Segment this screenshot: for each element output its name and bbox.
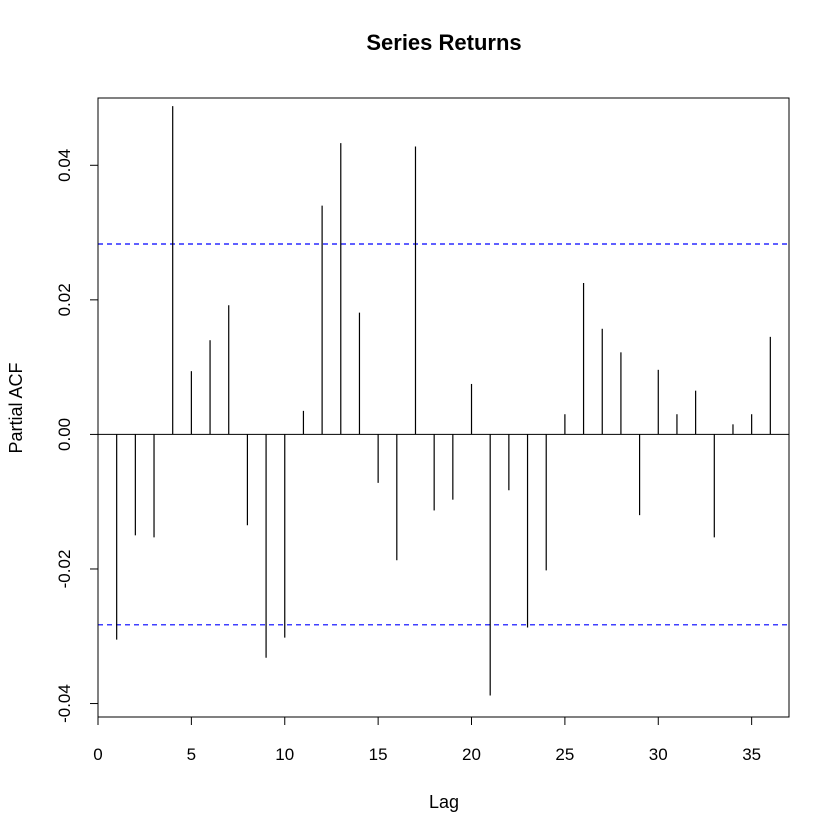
x-tick-label-30: 30 bbox=[649, 745, 668, 764]
x-tick-label-25: 25 bbox=[555, 745, 574, 764]
y-tick-label-0: -0.04 bbox=[55, 684, 74, 723]
marks-layer bbox=[98, 106, 789, 696]
plot-frame bbox=[97, 97, 790, 718]
chart-title: Series Returns bbox=[366, 30, 521, 55]
x-axis-label: Lag bbox=[429, 792, 459, 812]
y-axis: -0.04 -0.02 0.00 0.02 0.04 bbox=[55, 149, 99, 723]
x-axis: 0 5 10 15 20 25 30 35 bbox=[93, 716, 761, 764]
x-tick-label-20: 20 bbox=[462, 745, 481, 764]
y-tick-label-3: 0.02 bbox=[55, 283, 74, 316]
y-tick-label-4: 0.04 bbox=[55, 149, 74, 182]
x-tick-label-35: 35 bbox=[742, 745, 761, 764]
y-tick-label-2: 0.00 bbox=[55, 418, 74, 451]
x-tick-label-10: 10 bbox=[275, 745, 294, 764]
x-tick-label-15: 15 bbox=[369, 745, 388, 764]
x-tick-label-0: 0 bbox=[93, 745, 102, 764]
y-axis-label: Partial ACF bbox=[6, 362, 26, 453]
y-tick-label-1: -0.02 bbox=[55, 550, 74, 589]
x-tick-label-5: 5 bbox=[187, 745, 196, 764]
